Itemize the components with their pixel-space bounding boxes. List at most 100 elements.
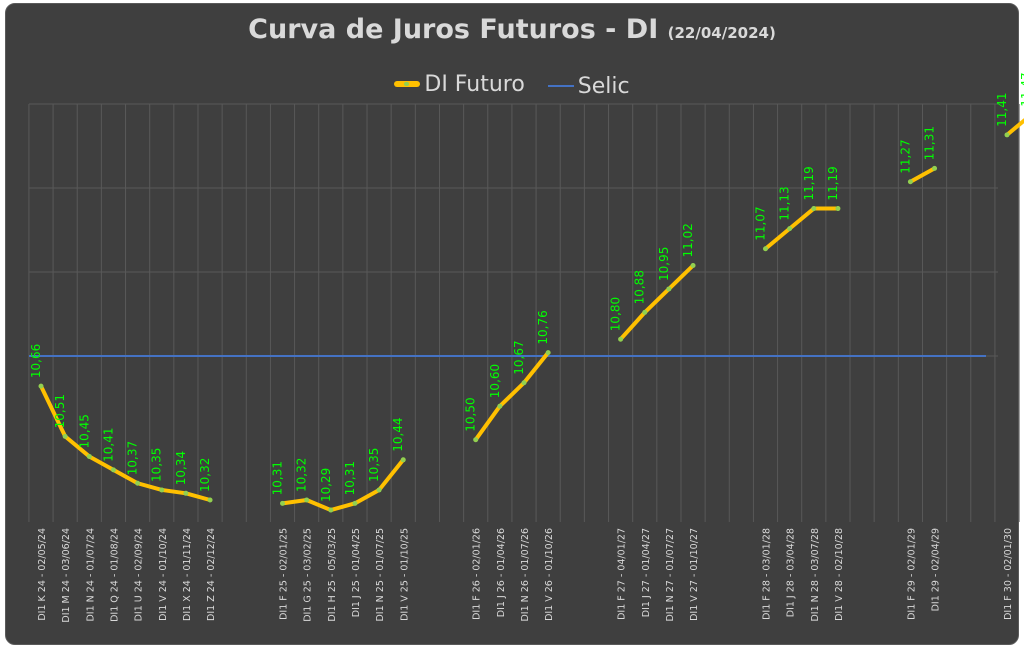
data-label: 11,27 bbox=[898, 139, 912, 173]
data-label: 10,34 bbox=[174, 451, 188, 485]
x-tick-label: DI1 V 28 - 02/10/28 bbox=[834, 528, 845, 621]
di-futuro-point bbox=[473, 437, 479, 443]
di-futuro-point bbox=[1004, 132, 1010, 138]
data-label: 10,67 bbox=[512, 340, 526, 374]
di-futuro-point bbox=[618, 336, 624, 342]
di-futuro-point bbox=[521, 380, 527, 386]
di-futuro-point bbox=[135, 480, 141, 486]
x-tick-label: DI1 J 28 - 03/04/28 bbox=[786, 528, 797, 617]
di-futuro-point bbox=[545, 350, 551, 356]
x-tick-label: DI1 M 24 - 03/06/24 bbox=[61, 528, 72, 623]
x-tick-label: DI1 Q 24 - 01/08/24 bbox=[109, 528, 120, 622]
data-label: 10,35 bbox=[150, 448, 164, 482]
data-label: 11,19 bbox=[802, 166, 816, 200]
data-label: 10,80 bbox=[609, 297, 623, 331]
x-tick-label: DI1 V 27 - 01/10/27 bbox=[689, 528, 700, 621]
di-futuro-point bbox=[497, 403, 503, 409]
x-tick-label: DI1 F 29 - 02/01/29 bbox=[906, 528, 917, 620]
x-tick-label: DI1 K 24 - 02/05/24 bbox=[37, 528, 48, 621]
data-label: 11,19 bbox=[826, 166, 840, 200]
legend-item-di-futuro: DI Futuro bbox=[394, 71, 525, 97]
di-futuro-point bbox=[763, 246, 768, 252]
x-tick-label: DI1 J 25 - 01/04/25 bbox=[351, 528, 362, 617]
di-futuro-line bbox=[763, 206, 840, 251]
data-label: 10,44 bbox=[391, 417, 405, 451]
x-tick-label: DI1 V 26 - 01/10/26 bbox=[544, 528, 555, 621]
di-futuro-line bbox=[39, 384, 213, 502]
legend-swatch-di-futuro bbox=[394, 81, 421, 87]
x-tick-label: DI1 F 26 - 02/01/26 bbox=[472, 528, 483, 620]
data-label: 10,88 bbox=[633, 270, 647, 304]
di-futuro-point bbox=[304, 497, 310, 503]
data-label: 10,45 bbox=[77, 414, 91, 448]
data-label: 10,76 bbox=[536, 310, 550, 344]
x-tick-label: DI1 J 26 - 01/04/26 bbox=[496, 528, 507, 617]
di-futuro-point bbox=[787, 226, 793, 232]
di-futuro-point bbox=[400, 457, 406, 463]
x-tick-label: DI1 J 27 - 01/04/27 bbox=[641, 528, 652, 617]
data-label: 10,31 bbox=[271, 461, 285, 495]
x-tick-label: DI1 N 25 - 01/07/25 bbox=[375, 528, 386, 622]
x-tick-label: DI1 G 25 - 03/02/25 bbox=[303, 528, 314, 622]
di-futuro-point bbox=[907, 179, 913, 185]
data-label: 11,07 bbox=[754, 206, 768, 240]
x-tick-label: DI1 F 28 - 03/01/28 bbox=[762, 528, 773, 620]
x-tick-label: DI1 N 28 - 03/07/28 bbox=[810, 528, 821, 622]
di-futuro-point bbox=[207, 497, 213, 503]
data-label: 11,02 bbox=[681, 223, 695, 257]
data-label: 10,60 bbox=[488, 364, 502, 398]
data-label: 10,66 bbox=[29, 344, 43, 378]
di-futuro-point bbox=[835, 206, 841, 212]
x-tick-label: DI1 Z 24 - 02/12/24 bbox=[206, 528, 217, 621]
legend-label-selic: Selic bbox=[577, 73, 630, 99]
data-label: 10,32 bbox=[198, 458, 212, 492]
di-futuro-point bbox=[690, 263, 696, 268]
di-futuro-line bbox=[908, 166, 937, 184]
chart-subtitle: (22/04/2024) bbox=[667, 24, 776, 42]
data-label: 10,29 bbox=[319, 468, 333, 502]
data-label: 10,32 bbox=[295, 458, 309, 492]
legend-label-di-futuro: DI Futuro bbox=[424, 71, 525, 97]
di-futuro-line bbox=[473, 350, 551, 442]
di-futuro-point bbox=[811, 206, 817, 212]
di-futuro-point bbox=[110, 467, 116, 473]
data-label: 11,31 bbox=[923, 126, 937, 160]
di-futuro-point bbox=[38, 383, 44, 389]
x-tick-label: DI1 V 24 - 01/10/24 bbox=[158, 528, 169, 621]
chart-title: Curva de Juros Futuros - DI (22/04/2024) bbox=[0, 14, 1024, 45]
chart-legend: DI Futuro Selic bbox=[0, 68, 1024, 99]
x-tick-label: DI1 F 27 - 04/01/27 bbox=[617, 528, 628, 620]
di-futuro-point bbox=[328, 507, 334, 513]
data-label: 10,50 bbox=[464, 397, 478, 431]
di-futuro-point bbox=[62, 433, 68, 439]
x-tick-label: DI1 N 24 - 01/07/24 bbox=[85, 528, 96, 622]
data-label: 11,41 bbox=[995, 92, 1009, 126]
data-label: 10,35 bbox=[367, 448, 381, 482]
x-tick-label: DI1 F 25 - 02/01/25 bbox=[279, 528, 290, 620]
di-futuro-point bbox=[280, 500, 285, 506]
di-futuro-point bbox=[376, 487, 382, 493]
di-futuro-point bbox=[642, 309, 648, 315]
legend-swatch-selic bbox=[547, 85, 574, 87]
di-futuro-line bbox=[1005, 118, 1024, 137]
di-futuro-point bbox=[932, 165, 938, 171]
legend-item-selic: Selic bbox=[547, 73, 630, 99]
data-label: 11,13 bbox=[778, 186, 792, 220]
x-tick-label: DI1 29 - 02/04/29 bbox=[931, 528, 942, 611]
di-futuro-line bbox=[280, 457, 406, 513]
x-tick-label: DI1 X 24 - 01/11/24 bbox=[182, 528, 193, 621]
chart-title-text: Curva de Juros Futuros - DI bbox=[248, 14, 659, 45]
di-futuro-point bbox=[159, 487, 165, 493]
data-label: 10,37 bbox=[126, 441, 140, 475]
x-tick-label: DI1 F 30 - 02/01/30 bbox=[1003, 528, 1014, 620]
di-futuro-point bbox=[86, 453, 92, 459]
data-label: 11,47 bbox=[1019, 72, 1024, 106]
di-futuro-point bbox=[183, 490, 189, 496]
di-futuro-line bbox=[618, 263, 696, 342]
data-label: 10,95 bbox=[657, 247, 671, 281]
x-tick-label: DI1 N 26 - 01/07/26 bbox=[520, 528, 531, 622]
x-tick-label: DI1 U 24 - 02/09/24 bbox=[134, 528, 145, 621]
data-label: 10,31 bbox=[343, 461, 357, 495]
x-tick-label: DI1 N 27 - 01/07/27 bbox=[665, 528, 676, 622]
